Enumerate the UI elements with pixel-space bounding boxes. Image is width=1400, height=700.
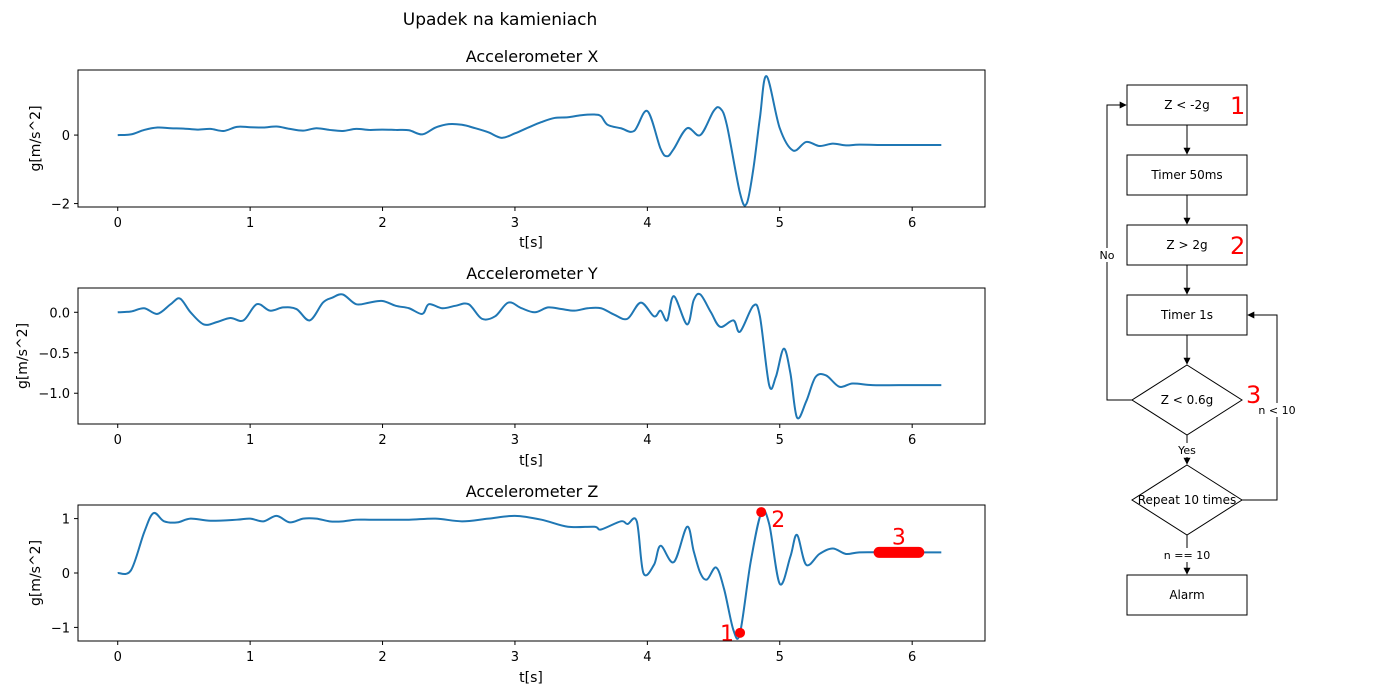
y-ticks: 1 0 −1: [51, 513, 78, 636]
x-tick-label: 4: [643, 216, 651, 231]
x-tick-label: 1: [246, 433, 254, 448]
x-tick-label: 1: [246, 216, 254, 231]
x-tick-label: 3: [511, 216, 519, 231]
y-tick-label: 0: [62, 129, 70, 144]
series-line: [117, 75, 942, 207]
x-ticks: 0 1 2 3 4 5 6: [114, 641, 916, 665]
plot-frame: [77, 287, 986, 425]
edge-no-loop: [1106, 101, 1133, 401]
event-marker-label: 3: [892, 525, 906, 550]
x-tick-label: 1: [246, 650, 254, 665]
y-ticks: 0 −2: [51, 129, 78, 213]
node-alarm: [1126, 574, 1248, 616]
plot-frame: [77, 504, 986, 642]
chart-title: Accelerometer Z: [466, 482, 599, 501]
x-tick-label: 4: [643, 650, 651, 665]
node-z-low: [1126, 84, 1248, 126]
figure-title: Upadek na kamieniach: [402, 10, 598, 30]
x-tick-label: 0: [114, 216, 122, 231]
event-marker-label: 2: [771, 508, 785, 533]
x-tick-label: 0: [114, 650, 122, 665]
label-bg: [1166, 548, 1208, 562]
y-tick-label: −2: [51, 198, 70, 213]
node-label: Timer 50ms: [1150, 168, 1222, 182]
x-tick-label: 6: [908, 650, 916, 665]
y-axis-label: g[m/s^2]: [28, 105, 44, 171]
label-bg: [1259, 403, 1295, 417]
node-label: Z > 2g: [1166, 238, 1207, 252]
y-axis-label: g[m/s^2]: [15, 323, 31, 389]
x-tick-label: 2: [378, 433, 386, 448]
x-tick-label: 3: [511, 433, 519, 448]
label-bg: [1097, 248, 1118, 262]
x-ticks: 0 1 2 3 4 5 6: [114, 424, 916, 448]
x-tick-label: 6: [908, 433, 916, 448]
x-tick-label: 0: [114, 433, 122, 448]
series-line: [117, 292, 942, 420]
edge-label-n-eq: n == 10: [1164, 549, 1210, 562]
x-tick-label: 5: [776, 433, 784, 448]
chart-title: Accelerometer X: [466, 47, 599, 66]
y-axis-label: g[m/s^2]: [28, 540, 44, 606]
annotation-3: 3: [1246, 381, 1261, 409]
node-label: Z < 0.6g: [1161, 393, 1214, 407]
y-tick-label: −1.0: [38, 387, 70, 402]
x-ticks: 0 1 2 3 4 5 6: [114, 207, 916, 231]
x-tick-label: 3: [511, 650, 519, 665]
x-tick-label: 2: [378, 216, 386, 231]
x-axis-label: t[s]: [519, 235, 543, 251]
label-bg: [1175, 443, 1199, 457]
event-marker-point: [735, 627, 746, 638]
chart-accelerometer-x: Accelerometer X 0 1 2 3 4 5 6 0 −2 t[s] g[m/s^2…: [28, 47, 986, 251]
edge-repeat-loop: [1242, 311, 1278, 501]
node-z-check: [1131, 364, 1243, 436]
annotation-2: 2: [1230, 232, 1245, 260]
plot-frame: [77, 69, 986, 208]
y-ticks: 0.0 −0.5 −1.0: [38, 306, 78, 402]
x-axis-label: t[s]: [519, 453, 543, 469]
x-tick-label: 5: [776, 216, 784, 231]
node-z-high: [1126, 224, 1248, 266]
x-axis-label: t[s]: [519, 670, 543, 686]
node-timer1s: [1126, 294, 1248, 336]
edge-label-yes: Yes: [1177, 444, 1196, 457]
chart-title: Accelerometer Y: [466, 264, 598, 283]
x-tick-label: 5: [776, 650, 784, 665]
y-tick-label: 0: [62, 567, 70, 582]
y-tick-label: −0.5: [38, 347, 70, 362]
node-repeat: [1131, 464, 1243, 536]
node-timer50: [1126, 154, 1248, 196]
node-label: Repeat 10 times: [1138, 493, 1237, 507]
y-tick-label: 0.0: [49, 306, 70, 321]
y-tick-label: −1: [51, 621, 70, 636]
edge-label-n-less: n < 10: [1258, 404, 1295, 417]
node-label: Alarm: [1169, 588, 1204, 602]
x-tick-label: 6: [908, 216, 916, 231]
y-tick-label: 1: [62, 513, 70, 528]
x-tick-label: 4: [643, 433, 651, 448]
annotation-1: 1: [1230, 92, 1245, 120]
accelerometer-charts: Accelerometer X 0 1 2 3 4 5 6 0 −2 t[s] g[m/s^2…: [15, 47, 986, 686]
chart-accelerometer-y: Accelerometer Y 0 1 2 3 4 5 6 0.0 −0.5 −1.0 t[s]…: [15, 264, 986, 469]
chart-accelerometer-z: Accelerometer Z 0 1 2 3 4 5 6 1 0 −1 1 2 3 t[s] g[…: [28, 482, 986, 686]
node-label: Z < -2g: [1164, 98, 1210, 112]
edge-label-no: No: [1100, 249, 1115, 262]
x-tick-label: 2: [378, 650, 386, 665]
event-marker-label: 1: [720, 622, 734, 647]
series-line: [117, 509, 942, 640]
event-markers: 1 2 3: [720, 507, 925, 647]
event-marker-point: [756, 507, 767, 518]
node-label: Timer 1s: [1160, 308, 1213, 322]
